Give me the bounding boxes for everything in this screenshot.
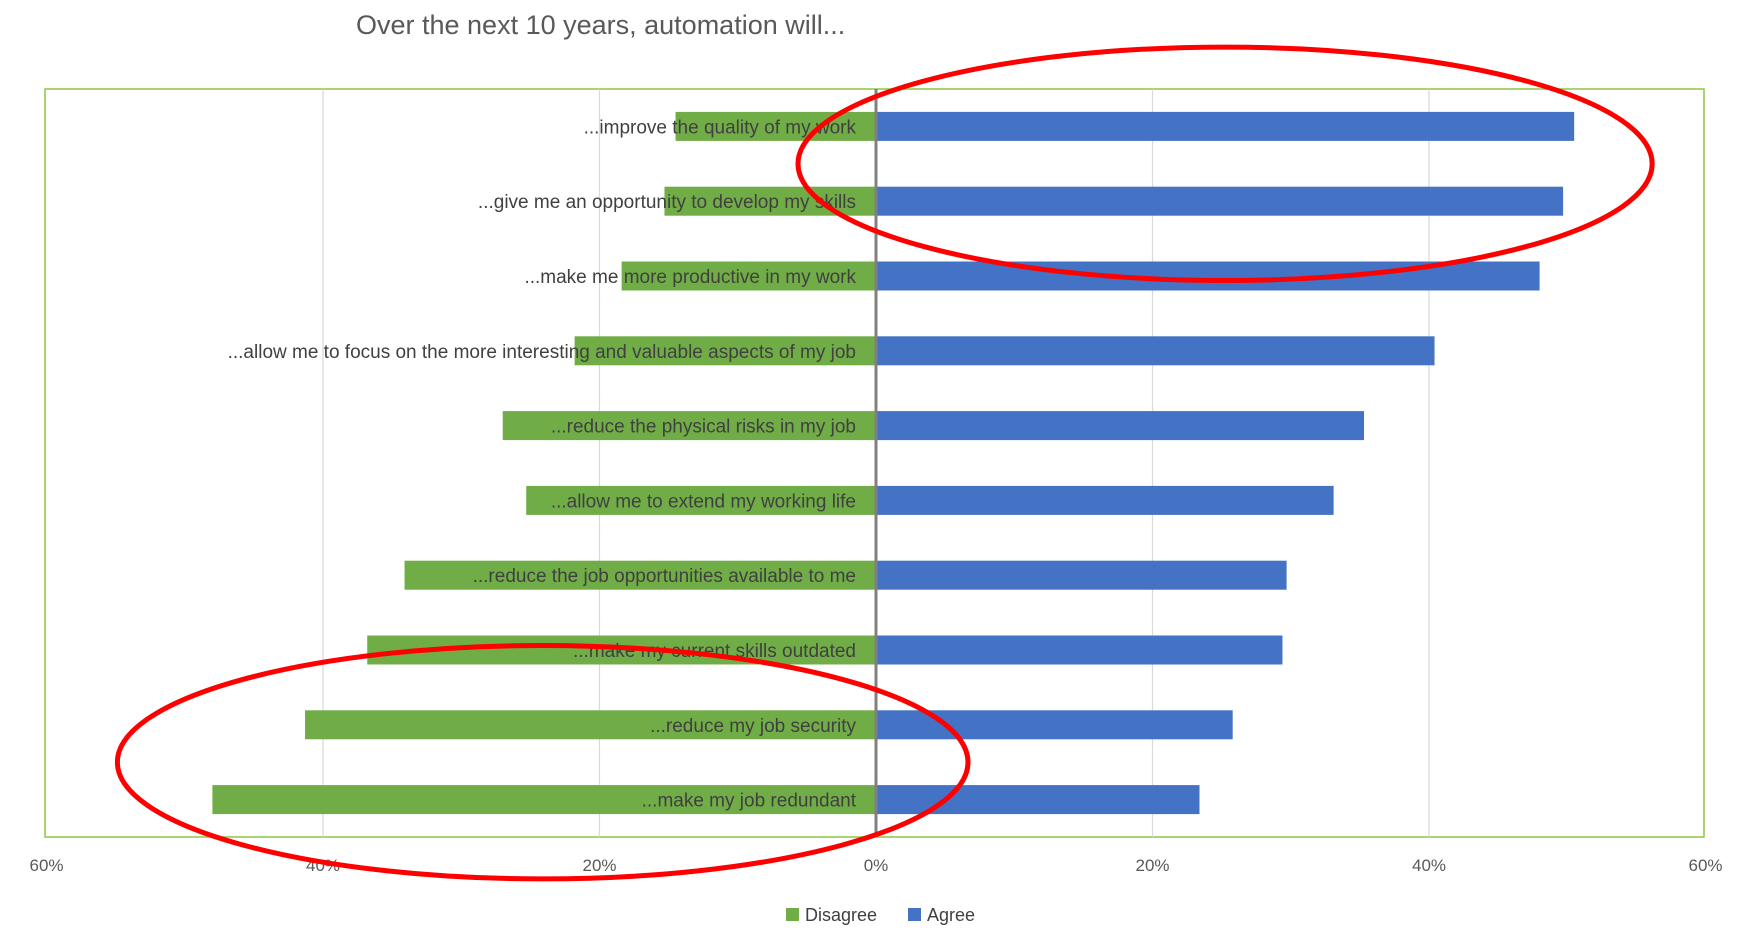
bar-disagree	[212, 785, 876, 815]
chart-title: Over the next 10 years, automation will.…	[356, 10, 845, 40]
x-tick-label: 60%	[29, 856, 63, 875]
category-label: ...make my current skills outdated	[573, 641, 856, 662]
x-tick-label: 60%	[1688, 856, 1722, 875]
category-label: ...improve the quality of my work	[584, 117, 857, 138]
category-label: ...make my job redundant	[642, 791, 857, 812]
category-label: ...give me an opportunity to develop my …	[478, 192, 856, 213]
x-tick-label: 0%	[864, 856, 889, 875]
annotation-ellipse	[795, 44, 1655, 284]
bar-agree	[876, 560, 1287, 590]
category-labels: ...improve the quality of my work ...give…	[228, 117, 857, 811]
bar-disagree	[574, 336, 876, 366]
bar-disagree	[305, 710, 877, 740]
bar-disagree	[502, 411, 876, 441]
bar-agree	[876, 635, 1283, 665]
x-axis-tick-labels: 60% 40% 20% 0% 20% 40% 60%	[29, 856, 1722, 875]
bar-agree	[876, 111, 1575, 141]
category-label: ...reduce the job opportunities availabl…	[473, 566, 856, 587]
legend-label-disagree: Disagree	[805, 905, 877, 925]
annotation-ellipse	[114, 642, 971, 882]
bar-agree	[876, 485, 1334, 515]
legend: Disagree Agree	[786, 905, 975, 925]
bar-disagree	[664, 186, 876, 216]
x-tick-label: 20%	[582, 856, 616, 875]
legend-label-agree: Agree	[927, 905, 975, 925]
bar-disagree	[404, 560, 876, 590]
bar-agree	[876, 186, 1564, 216]
bar-agree	[876, 411, 1365, 441]
bar-disagree	[526, 485, 876, 515]
category-label: ...make me more productive in my work	[524, 267, 856, 288]
category-label: ...allow me to focus on the more interes…	[228, 342, 856, 363]
bar-agree	[876, 336, 1435, 366]
bar-agree	[876, 785, 1200, 815]
bar-disagree	[675, 111, 876, 141]
legend-swatch-disagree	[786, 908, 799, 921]
x-tick-label: 20%	[1135, 856, 1169, 875]
annotations	[114, 44, 1655, 882]
bar-disagree	[621, 261, 876, 291]
category-label: ...reduce the physical risks in my job	[551, 417, 856, 438]
bars	[212, 111, 1575, 815]
x-tick-label: 40%	[1412, 856, 1446, 875]
category-label: ...reduce my job security	[650, 716, 856, 737]
category-label: ...allow me to extend my working life	[551, 491, 856, 512]
legend-swatch-agree	[908, 908, 921, 921]
